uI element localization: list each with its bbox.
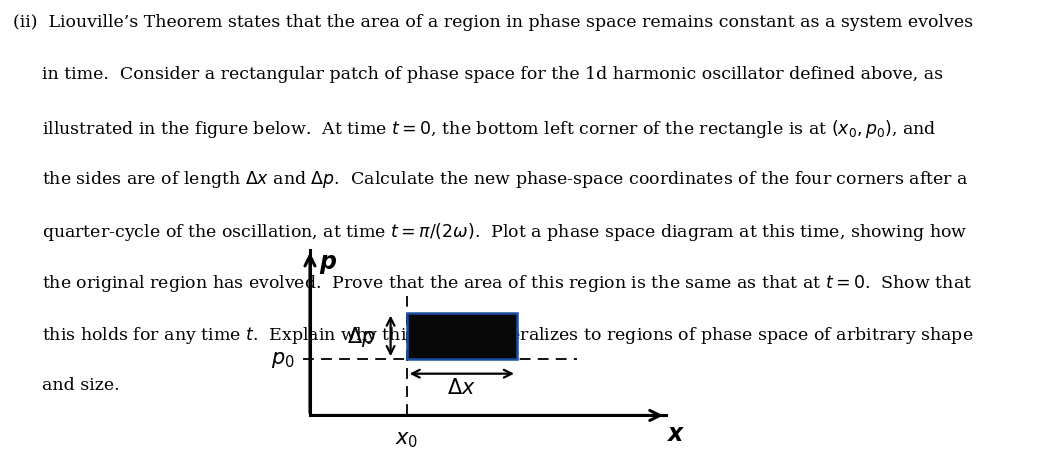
Text: $\boldsymbol{x}$: $\boldsymbol{x}$: [668, 421, 686, 445]
Text: $\Delta x$: $\Delta x$: [447, 377, 477, 397]
Text: $x_0$: $x_0$: [395, 429, 418, 449]
Text: $\Delta p$: $\Delta p$: [346, 324, 375, 348]
Text: (ii)  Liouville’s Theorem states that the area of a region in phase space remain: (ii) Liouville’s Theorem states that the…: [13, 14, 973, 31]
Text: in time.  Consider a rectangular patch of phase space for the 1d harmonic oscill: in time. Consider a rectangular patch of…: [42, 65, 943, 83]
Text: quarter-cycle of the oscillation, at time $t = \pi/(2\omega)$.  Plot a phase spa: quarter-cycle of the oscillation, at tim…: [42, 221, 967, 243]
Text: the sides are of length $\Delta x$ and $\Delta p$.  Calculate the new phase-spac: the sides are of length $\Delta x$ and $…: [42, 169, 968, 190]
Text: $p_0$: $p_0$: [271, 350, 295, 369]
Bar: [407, 313, 517, 359]
Text: and size.: and size.: [42, 377, 119, 394]
Text: this holds for any time $t$.  Explain why this result generalizes to regions of : this holds for any time $t$. Explain why…: [42, 325, 973, 345]
Text: illustrated in the figure below.  At time $t = 0$, the bottom left corner of the: illustrated in the figure below. At time…: [42, 117, 937, 139]
Text: $\boldsymbol{p}$: $\boldsymbol{p}$: [319, 252, 338, 276]
Text: the original region has evolved.  Prove that the area of this region is the same: the original region has evolved. Prove t…: [42, 273, 972, 294]
